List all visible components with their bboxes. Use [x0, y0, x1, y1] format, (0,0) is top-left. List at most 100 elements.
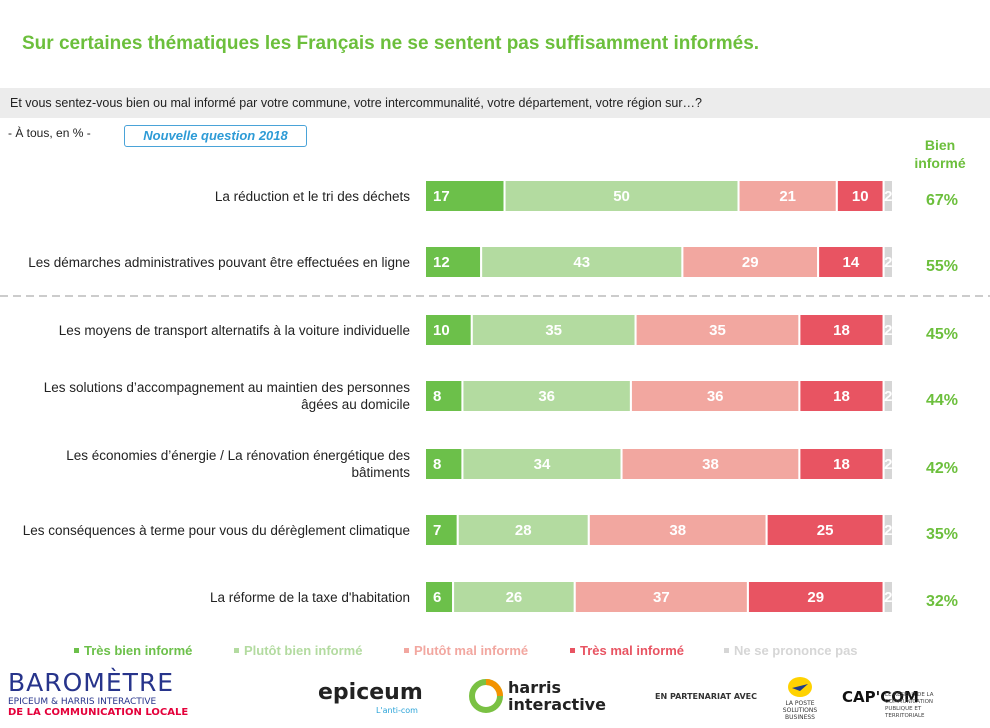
question-band — [0, 88, 990, 118]
segment-label: 8 — [433, 388, 441, 405]
segment-label: 35 — [545, 322, 562, 339]
segment-label: 38 — [702, 456, 719, 473]
segment-label: 10 — [852, 188, 869, 205]
total-label: 44% — [926, 392, 958, 409]
segment-label: 38 — [669, 522, 686, 539]
logo-harris: harris interactive — [508, 678, 606, 714]
category-label: Les moyens de transport alternatifs à la… — [58, 322, 410, 338]
legend-swatch — [404, 648, 409, 654]
segment-label: 28 — [515, 522, 532, 539]
legend-text: Très bien informé — [84, 643, 193, 658]
segment-label: 6 — [433, 589, 441, 606]
segment-label: 7 — [433, 522, 441, 539]
legend-text: Plutôt mal informé — [414, 643, 529, 658]
segment-label: 29 — [807, 589, 824, 606]
question: Et vous sentez-vous bien ou mal informé … — [10, 96, 702, 110]
segment-label: 25 — [817, 522, 834, 539]
segment-label: 2 — [884, 322, 892, 339]
bar-segment — [424, 313, 473, 347]
legend-swatch — [724, 648, 729, 654]
segment-label: 2 — [884, 188, 892, 205]
totals-title: Bien informé — [914, 137, 966, 171]
segment-label: 18 — [833, 322, 850, 339]
bar-segment — [424, 447, 464, 481]
category-label: Les démarches administratives pouvant êt… — [28, 254, 410, 270]
segment-label: 2 — [884, 388, 892, 405]
category-label: Les conséquences à terme pour vous du dé… — [22, 522, 410, 538]
bar-segment — [882, 379, 895, 413]
segment-label: 10 — [433, 322, 450, 339]
logo-barometre: BAROMÈTRE EPICEUM & HARRIS INTERACTIVE D… — [8, 668, 188, 718]
legend-item: Ne se prononce pas — [724, 643, 858, 658]
legend-text: Très mal informé — [580, 643, 685, 658]
bar-segment — [798, 447, 885, 481]
bar-segment — [452, 580, 576, 614]
bar-segment — [456, 513, 590, 547]
partner-text: EN PARTENARIAT AVEC — [655, 692, 757, 701]
segment-label: 34 — [534, 456, 551, 473]
base-note: - À tous, en % - — [8, 126, 91, 140]
segment-label: 36 — [538, 388, 555, 405]
bar-segment — [882, 245, 895, 279]
segment-label: 36 — [707, 388, 724, 405]
laposte-icon — [788, 677, 812, 697]
segment-label: 43 — [573, 254, 590, 271]
harris-icon — [469, 679, 503, 713]
bar-segment — [746, 580, 885, 614]
bar-segment — [634, 313, 801, 347]
logo-epiceum-sub: L'anti-com — [376, 706, 418, 715]
bar-segment — [573, 580, 749, 614]
bar-segment — [424, 379, 464, 413]
title: Sur certaines thématiques les Français n… — [22, 33, 760, 54]
total-label: 35% — [926, 526, 958, 543]
segment-label: 18 — [833, 388, 850, 405]
logo-text: EPICEUM & HARRIS INTERACTIVE — [8, 697, 157, 707]
legend-text: Ne se prononce pas — [734, 643, 858, 658]
legend-item: Plutôt mal informé — [404, 643, 528, 658]
total-label: 45% — [926, 326, 958, 343]
legend-swatch — [74, 648, 79, 654]
legend-swatch — [570, 648, 575, 654]
segment-label: 12 — [433, 254, 450, 271]
segment-label: 26 — [506, 589, 523, 606]
category-label: La réforme de la taxe d'habitation — [210, 589, 410, 605]
bar-segment — [882, 313, 895, 347]
legend-item: Très bien informé — [74, 643, 192, 658]
category-label: La réduction et le tri des déchets — [214, 188, 410, 204]
segment-label: 2 — [884, 589, 892, 606]
badge: Nouvelle question 2018 — [124, 125, 307, 147]
bar-segment — [461, 379, 632, 413]
segment-label: 50 — [613, 188, 630, 205]
bar-segment — [798, 379, 885, 413]
bar-segment — [424, 179, 506, 213]
segment-label: 14 — [843, 254, 860, 271]
total-label: 42% — [926, 460, 958, 477]
logo-text: BAROMÈTRE — [8, 668, 175, 697]
logo-epiceum: epiceum — [318, 680, 423, 705]
segment-label: 2 — [884, 456, 892, 473]
bar-segment — [882, 179, 895, 213]
segment-label: 35 — [709, 322, 726, 339]
category-label: Les économies d’énergie / La rénovation … — [66, 448, 410, 480]
legend-text: Plutôt bien informé — [244, 643, 363, 658]
bar-segment — [470, 313, 637, 347]
segment-label: 17 — [433, 188, 450, 205]
category-label: Les solutions d’accompagnement au mainti… — [43, 380, 410, 412]
bar-segment — [882, 513, 895, 547]
logo-capcom-sub: LE RÉSEAU DE LA COMMUNICATION PUBLIQUE E… — [885, 692, 934, 719]
bar-segment — [587, 513, 768, 547]
segment-label: 8 — [433, 456, 441, 473]
bar-segment — [882, 580, 895, 614]
segment-label: 18 — [833, 456, 850, 473]
segment-label: 2 — [884, 254, 892, 271]
segment-label: 2 — [884, 522, 892, 539]
segment-label: 37 — [653, 589, 670, 606]
bar-segment — [424, 245, 483, 279]
bar-segment — [882, 447, 895, 481]
legend-item: Très mal informé — [570, 643, 684, 658]
segment-label: 29 — [742, 254, 759, 271]
logo-capcom: CAP'COM — [842, 688, 919, 706]
logo-laposte: LA POSTE SOLUTIONS BUSINESS — [782, 700, 818, 721]
